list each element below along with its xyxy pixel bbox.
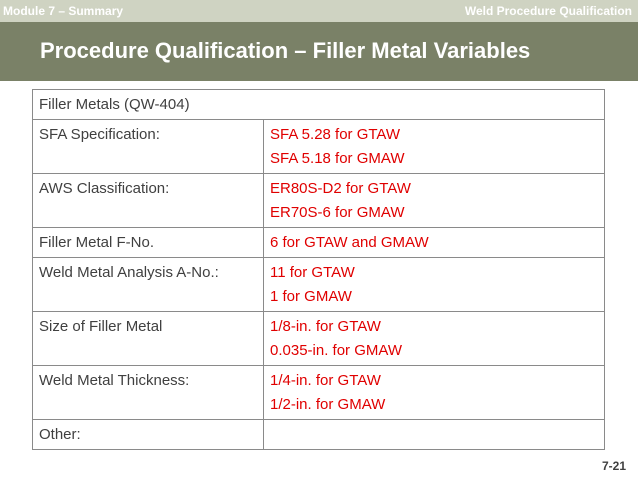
- table-row: Other:: [32, 419, 605, 450]
- table-row: Size of Filler Metal 1/8-in. for GTAW 0.…: [32, 311, 605, 366]
- title-bar: Procedure Qualification – Filler Metal V…: [0, 22, 638, 81]
- page-number: 7-21: [601, 459, 626, 473]
- value-line: 6 for GTAW and GMAW: [270, 234, 429, 251]
- value-line: 1/8-in. for GTAW: [270, 318, 381, 335]
- value-line: ER80S-D2 for GTAW: [270, 180, 411, 197]
- row-value: 1/4-in. for GTAW 1/2-in. for GMAW: [263, 365, 605, 420]
- section-label: Weld Procedure Qualification: [464, 4, 632, 18]
- row-label: Other:: [32, 419, 264, 450]
- row-label: Weld Metal Thickness:: [32, 365, 264, 420]
- value-line: [270, 423, 598, 447]
- top-bar: Module 7 – Summary Weld Procedure Qualif…: [0, 0, 638, 22]
- table-row: Weld Metal Thickness: 1/4-in. for GTAW 1…: [32, 365, 605, 420]
- value-line: 11 for GTAW: [270, 264, 355, 281]
- row-label: SFA Specification:: [32, 119, 264, 174]
- table-heading: Filler Metals (QW-404): [32, 89, 605, 120]
- row-value: 11 for GTAW 1 for GMAW: [263, 257, 605, 312]
- filler-metals-table: Filler Metals (QW-404) SFA Specification…: [32, 89, 605, 450]
- table-row: Filler Metal F-No. 6 for GTAW and GMAW: [32, 227, 605, 258]
- value-line: 1/2-in. for GMAW: [270, 396, 386, 413]
- value-line: ER70S-6 for GMAW: [270, 204, 405, 221]
- row-label: Weld Metal Analysis A-No.:: [32, 257, 264, 312]
- row-value: [263, 419, 605, 450]
- row-label: AWS Classification:: [32, 173, 264, 228]
- table-heading-row: Filler Metals (QW-404): [32, 89, 605, 120]
- table-row: AWS Classification: ER80S-D2 for GTAW ER…: [32, 173, 605, 228]
- row-label: Size of Filler Metal: [32, 311, 264, 366]
- table-row: SFA Specification: SFA 5.28 for GTAW SFA…: [32, 119, 605, 174]
- row-value: ER80S-D2 for GTAW ER70S-6 for GMAW: [263, 173, 605, 228]
- row-value: SFA 5.28 for GTAW SFA 5.18 for GMAW: [263, 119, 605, 174]
- value-line: SFA 5.28 for GTAW: [270, 126, 401, 143]
- row-value: 6 for GTAW and GMAW: [263, 227, 605, 258]
- value-line: SFA 5.18 for GMAW: [270, 150, 405, 167]
- module-label: Module 7 – Summary: [3, 4, 124, 18]
- value-line: 1/4-in. for GTAW: [270, 372, 381, 389]
- value-line: 0.035-in. for GMAW: [270, 342, 402, 359]
- row-label: Filler Metal F-No.: [32, 227, 264, 258]
- value-line: 1 for GMAW: [270, 288, 352, 305]
- slide-title: Procedure Qualification – Filler Metal V…: [40, 38, 531, 63]
- table-row: Weld Metal Analysis A-No.: 11 for GTAW 1…: [32, 257, 605, 312]
- row-value: 1/8-in. for GTAW 0.035-in. for GMAW: [263, 311, 605, 366]
